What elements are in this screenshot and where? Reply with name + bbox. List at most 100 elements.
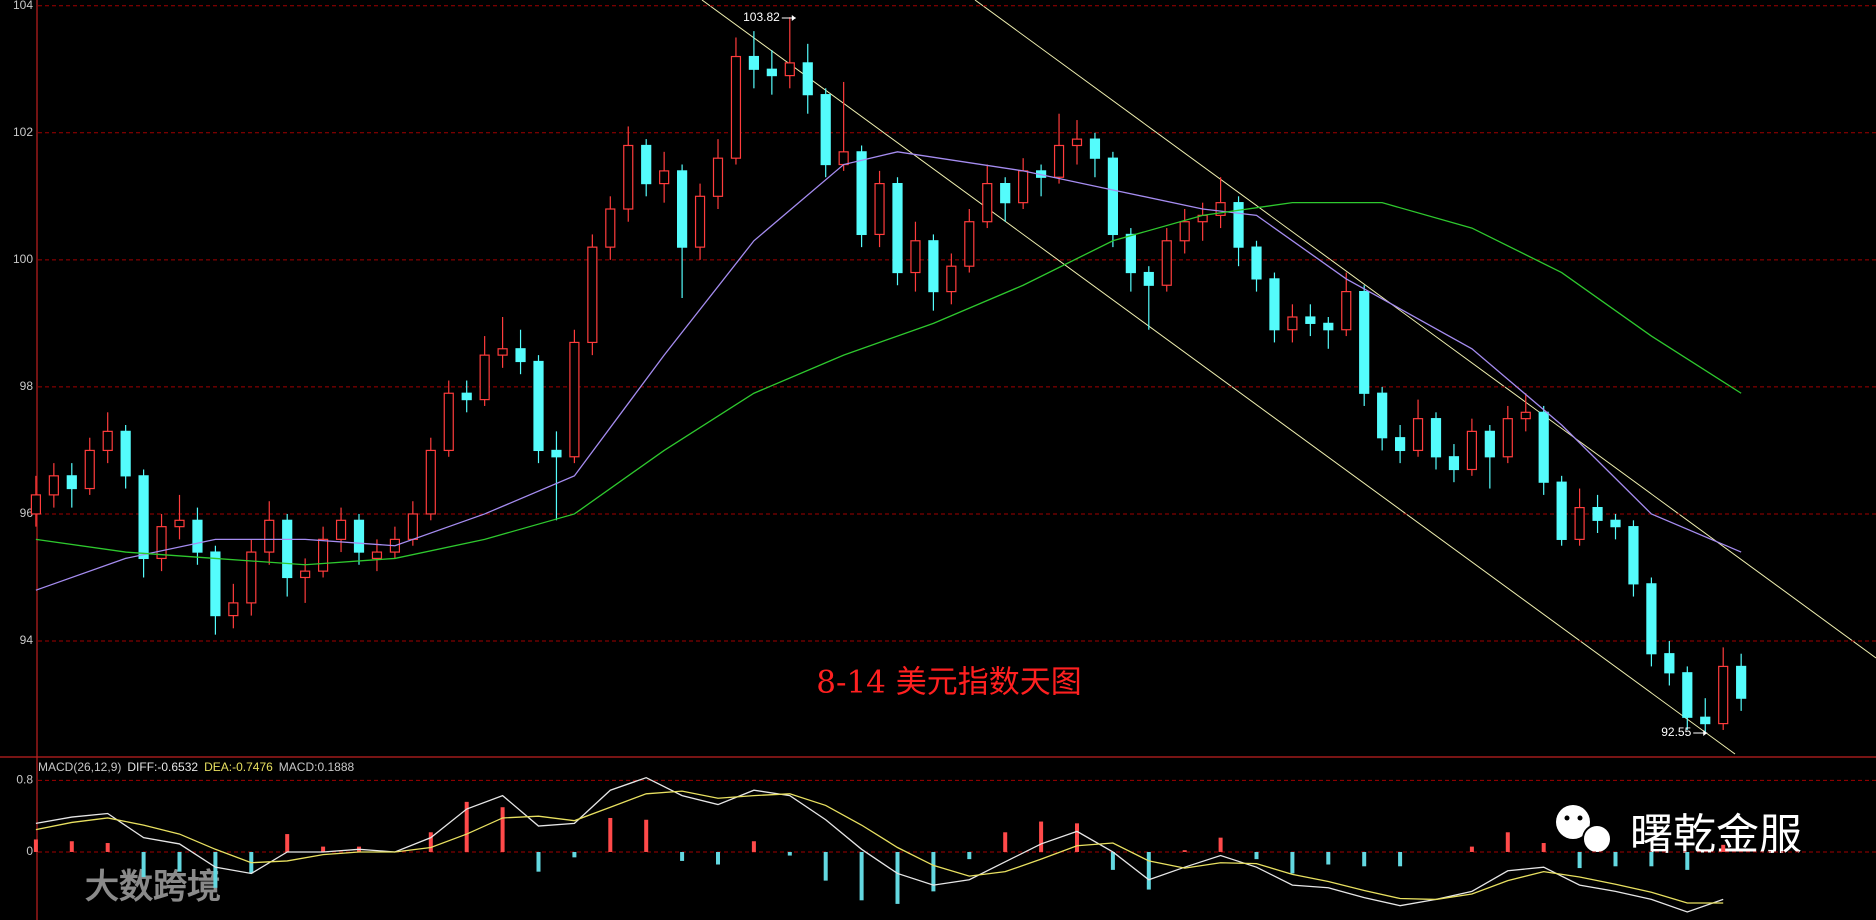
candle-body	[1574, 507, 1585, 540]
macd-bar	[1541, 843, 1546, 852]
line-series	[35, 790, 1724, 904]
candle-body	[246, 551, 257, 604]
candle-body	[1269, 278, 1280, 331]
macd-bar	[787, 851, 792, 856]
candle-body	[228, 602, 239, 617]
candle-body	[964, 221, 975, 267]
macd-bar	[536, 851, 541, 872]
candle-body	[946, 265, 957, 293]
macd-bar	[1218, 837, 1223, 852]
macd-bar	[716, 851, 720, 865]
macd-bar	[1003, 832, 1008, 852]
candle-body	[1556, 481, 1567, 540]
macd-bar	[1254, 851, 1259, 860]
macd-bar	[1469, 846, 1474, 852]
candle-body	[443, 392, 454, 452]
candle-body	[1466, 430, 1478, 471]
macd-bar	[105, 843, 110, 852]
candle-body	[1341, 291, 1352, 331]
macd-bar	[1326, 851, 1331, 865]
icon-bubble	[1556, 805, 1590, 839]
macd-bar	[141, 851, 146, 878]
candle-body	[1430, 418, 1442, 458]
macd-bar	[1505, 832, 1510, 852]
macd-bar	[680, 851, 685, 861]
macd-bar	[1721, 844, 1726, 852]
candle-body	[1287, 316, 1298, 331]
y-tick-label: 94	[20, 633, 34, 647]
channel-line	[974, 0, 1876, 659]
y-tick-label: 104	[13, 0, 33, 12]
candle-body	[335, 519, 347, 540]
macd-bar	[177, 851, 182, 872]
candle-body	[1538, 411, 1549, 483]
candle-body	[928, 240, 939, 293]
macd-bar	[428, 832, 433, 852]
icon-eye	[1577, 815, 1583, 821]
candle-body	[910, 240, 921, 274]
candle-body	[820, 94, 831, 166]
candle-body	[1161, 240, 1172, 286]
candle-body	[766, 68, 777, 77]
macd-bar	[1075, 823, 1079, 852]
candle-body	[318, 538, 329, 572]
candle-body	[533, 360, 544, 452]
candle-body	[300, 570, 311, 579]
candle-body	[784, 62, 795, 77]
candle-body	[138, 475, 149, 560]
y-tick-label: 102	[13, 125, 33, 139]
candle-body	[802, 62, 813, 96]
macd-bar	[1398, 851, 1403, 867]
candle-body	[1610, 519, 1621, 528]
watermark: 大数跨境	[85, 868, 221, 906]
candle-body	[1700, 716, 1711, 725]
candle-body	[353, 519, 365, 553]
candle-body	[497, 348, 508, 356]
candle-body	[1251, 246, 1262, 280]
macd-bar	[572, 851, 577, 858]
candle-body	[84, 449, 95, 490]
macd-bar	[859, 851, 864, 901]
candle-body	[1233, 202, 1244, 248]
candle-body	[30, 494, 41, 515]
macd-legend: MACD(26,12,9) DIFF:-0.6532 DEA:-0.7476 MACD…	[38, 760, 354, 774]
legend-entry: DEA:-0.7476	[204, 760, 273, 774]
candle-body	[1394, 437, 1406, 452]
candle-body	[1502, 418, 1513, 458]
macd-bar	[1110, 851, 1115, 870]
candle-body	[1305, 316, 1316, 324]
macd-bar	[500, 807, 505, 852]
candle-body	[748, 55, 760, 70]
candle-body	[1125, 233, 1136, 274]
macd-bar	[464, 801, 469, 852]
macd-bar	[285, 834, 290, 852]
arrow-head	[1703, 730, 1708, 736]
icon-eye	[1564, 815, 1570, 821]
wechat-icon	[1556, 805, 1612, 854]
candle-body	[1018, 170, 1029, 204]
candle-body	[1682, 672, 1693, 718]
candle-body	[623, 144, 634, 210]
candle-body	[551, 449, 562, 458]
candle-body	[264, 519, 275, 553]
macd-bar	[895, 851, 900, 904]
macd-bar	[1146, 851, 1151, 890]
candle-body	[479, 354, 490, 401]
candle-body	[210, 551, 221, 617]
macd-bar	[1613, 851, 1618, 867]
candle-body	[1448, 456, 1460, 471]
macd-bar	[1362, 851, 1367, 867]
arrow-head	[791, 15, 796, 21]
candle-body	[676, 170, 688, 248]
candle-body	[1359, 291, 1370, 394]
candle-body	[1179, 221, 1190, 242]
macd-bar	[1685, 851, 1690, 870]
macd-bar	[823, 851, 828, 881]
candle-body	[1718, 665, 1729, 725]
candle-body	[892, 183, 903, 274]
candle-body	[856, 151, 867, 236]
candle-body	[48, 475, 59, 496]
line-series	[35, 151, 1742, 591]
